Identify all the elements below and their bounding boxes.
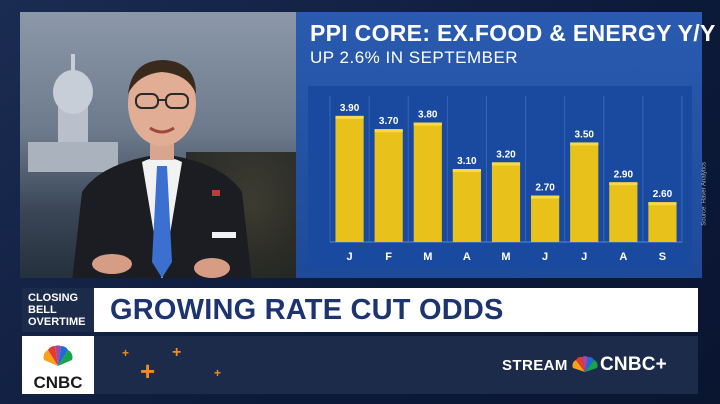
- bar: [491, 162, 521, 242]
- headline-bar: GROWING RATE CUT ODDS: [94, 288, 698, 332]
- chart-title: PPI CORE: EX.FOOD & ENERGY Y/Y: [310, 20, 716, 46]
- data-label: 3.90: [340, 103, 360, 114]
- bar: [452, 169, 481, 242]
- source-note: Source: Haver Analytics: [702, 162, 708, 226]
- bar-cap: [452, 169, 481, 172]
- bar-cap: [335, 115, 364, 119]
- bar: [413, 122, 442, 242]
- cnbc-logo: CNBC: [22, 336, 94, 394]
- data-label: 2.60: [653, 189, 673, 200]
- x-tick-label: J: [542, 251, 548, 263]
- data-label: 3.80: [418, 110, 438, 121]
- bar: [374, 129, 403, 242]
- bar: [531, 195, 560, 242]
- data-label: 3.10: [457, 156, 477, 167]
- chart-panel: PPI CORE: EX.FOOD & ENERGY Y/Y UP 2.6% I…: [296, 12, 715, 278]
- chart-subtitle: UP 2.6% IN SEPTEMBER: [310, 48, 519, 67]
- x-tick-label: J: [346, 251, 352, 263]
- news-anchor-image: [72, 60, 252, 278]
- data-label: 3.20: [496, 149, 516, 160]
- x-tick-label: S: [659, 251, 666, 263]
- data-label: 3.70: [379, 116, 399, 127]
- bottom-bar: + + + + STREAM CNBC+: [94, 336, 698, 394]
- x-tick-label: A: [463, 251, 471, 263]
- peacock-icon: CNBC: [33, 345, 83, 392]
- bar-cap: [531, 195, 560, 199]
- capitol-building-image: [28, 54, 118, 172]
- x-tick-label: J: [581, 251, 587, 263]
- bar: [609, 182, 638, 242]
- stream-label: STREAM: [502, 357, 568, 374]
- logo-text: CNBC: [33, 373, 82, 392]
- x-tick-label: F: [385, 251, 392, 263]
- cnbc-plus-label: CNBC+: [600, 354, 667, 375]
- peacock-icon: [572, 356, 598, 372]
- bar: [570, 142, 599, 242]
- bar-cap: [648, 202, 677, 206]
- bar-cap: [609, 182, 638, 186]
- bar: [335, 115, 364, 242]
- plus-decoration-icon: +: [140, 356, 156, 386]
- bar-cap: [570, 142, 599, 146]
- show-bug: CLOSING BELL OVERTIME: [22, 288, 94, 332]
- bar-cap: [413, 122, 442, 126]
- data-label: 3.50: [574, 129, 594, 140]
- bar-chart: 3.90 J 3.70 F 3.80 M 3.10 A 3.20 M 2.70 J 3.50 J 2.90 A…: [329, 96, 683, 263]
- data-label: 2.70: [535, 183, 555, 194]
- x-tick-label: M: [501, 251, 510, 263]
- bar: [648, 202, 677, 242]
- plus-decoration-icon: +: [214, 366, 222, 380]
- plus-decoration-icon: +: [122, 346, 130, 360]
- plus-decoration-icon: +: [172, 344, 182, 361]
- bar-cap: [374, 129, 403, 133]
- headline-text: GROWING RATE CUT ODDS: [110, 294, 504, 326]
- x-tick-label: M: [423, 251, 432, 263]
- x-tick-label: A: [619, 251, 627, 263]
- data-label: 2.90: [614, 169, 634, 180]
- bar-cap: [491, 162, 521, 166]
- video-feed: [20, 12, 296, 278]
